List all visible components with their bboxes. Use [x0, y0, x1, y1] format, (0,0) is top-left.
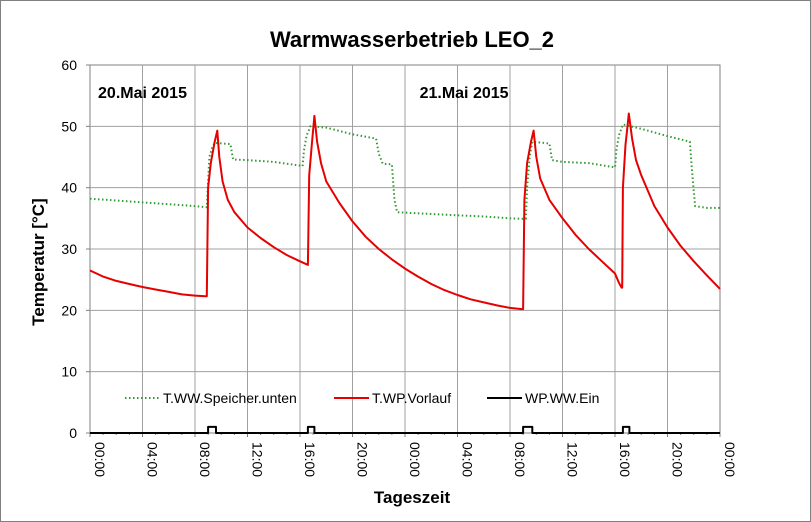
y-tick-label: 30	[61, 241, 77, 257]
y-tick-labels: 0 10 20 30 40 50 60	[61, 57, 77, 441]
y-axis-label: Temperatur [°C]	[29, 198, 48, 325]
y-tick-label: 50	[61, 118, 77, 134]
series-line-ein	[90, 425, 720, 434]
legend-label-ein: WP.WW.Ein	[525, 390, 599, 406]
legend: T.WW.Speicher.unten T.WP.Vorlauf WP.WW.E…	[125, 390, 599, 406]
legend-label-speicher: T.WW.Speicher.unten	[163, 390, 297, 406]
x-tick-label: 04:00	[145, 442, 161, 477]
x-tick-label: 20:00	[670, 442, 686, 477]
y-tick-label: 10	[61, 364, 77, 380]
y-tick-label: 0	[69, 425, 77, 441]
x-tick-label: 00:00	[722, 442, 738, 477]
x-tick-labels: 00:00 04:00 08:00 12:00 16:00 20:00 00:00 04:00…	[92, 442, 738, 477]
x-tick-label: 08:00	[197, 442, 213, 477]
x-tick-label: 12:00	[565, 442, 581, 477]
x-tick-label: 04:00	[460, 442, 476, 477]
chart-title: Warmwasserbetrieb LEO_2	[270, 27, 554, 52]
date-annotation-day2: 21.Mai 2015	[420, 85, 509, 102]
x-tick-label: 16:00	[302, 442, 318, 477]
x-tick-label: 00:00	[407, 442, 423, 477]
y-tick-label: 40	[61, 180, 77, 196]
x-axis-label: Tageszeit	[374, 488, 451, 507]
series-group	[89, 112, 721, 434]
gridlines	[86, 64, 721, 437]
series-line-speicher	[89, 123, 720, 220]
x-tick-label: 16:00	[617, 442, 633, 477]
legend-label-vorlauf: T.WP.Vorlauf	[372, 390, 451, 406]
x-tick-label: 00:00	[92, 442, 108, 477]
y-tick-label: 20	[61, 302, 77, 318]
x-tick-label: 20:00	[355, 442, 371, 477]
x-tick-label: 12:00	[250, 442, 266, 477]
y-tick-label: 60	[61, 57, 77, 73]
series-line-vorlauf	[89, 112, 721, 311]
date-annotation-day1: 20.Mai 2015	[98, 85, 187, 102]
x-tick-label: 08:00	[512, 442, 528, 477]
